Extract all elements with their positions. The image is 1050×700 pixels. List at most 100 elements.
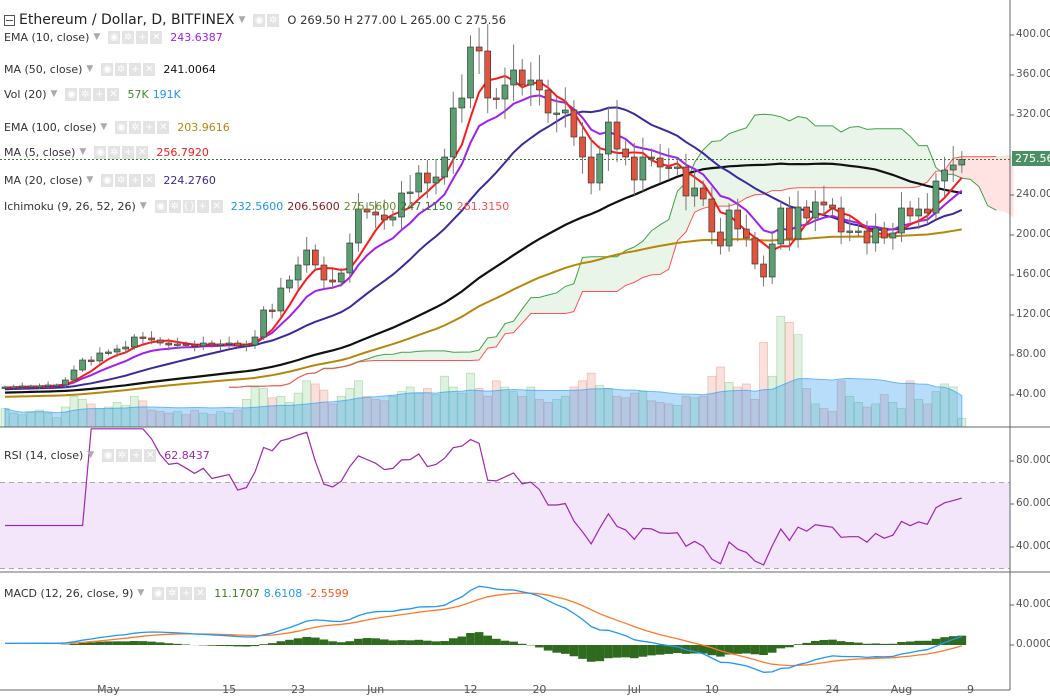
symbol-title[interactable]: Ethereum / Dollar, D, BITFINEX	[19, 12, 235, 28]
close-icon[interactable]: ✕	[194, 586, 207, 600]
indicator-name[interactable]: MA (50, close)	[4, 62, 83, 76]
chevron-down-icon[interactable]: ▼	[238, 15, 246, 25]
indicator-name[interactable]: EMA (100, close)	[4, 120, 97, 134]
plus-icon[interactable]: +	[129, 62, 142, 76]
chevron-down-icon[interactable]: ▼	[79, 147, 87, 157]
plus-icon[interactable]: +	[196, 199, 209, 213]
cloud-segment	[677, 182, 686, 241]
gear-icon[interactable]: ✲	[166, 586, 179, 600]
candle-body	[579, 136, 586, 158]
eye-icon[interactable]: ◉	[253, 13, 266, 27]
plus-icon[interactable]: +	[93, 87, 106, 101]
candle-body	[561, 109, 569, 114]
eye-icon[interactable]: ◉	[154, 199, 167, 213]
macd-histogram-bar	[793, 644, 803, 645]
eye-icon[interactable]: ◉	[101, 62, 114, 76]
candle-body	[949, 164, 957, 171]
gear-icon[interactable]: ✲	[115, 62, 128, 76]
gear-icon[interactable]: ✲	[79, 87, 92, 101]
y-axis-label: 40.00	[1016, 388, 1047, 400]
candle-body	[398, 192, 405, 218]
indicator-name[interactable]: Vol (20)	[4, 87, 47, 101]
cloud-segment	[625, 246, 635, 286]
eye-icon[interactable]: ◉	[152, 586, 165, 600]
candle-body	[751, 237, 759, 265]
ma-5-line	[4, 74, 963, 389]
plus-icon[interactable]: +	[129, 173, 142, 187]
plus-icon[interactable]: +	[130, 448, 143, 462]
close-icon[interactable]: ✕	[136, 145, 149, 159]
candle-body	[820, 201, 828, 206]
close-icon[interactable]: ✕	[143, 173, 156, 187]
gear-icon[interactable]: ✲	[116, 448, 129, 462]
indicator-value: 275.5600	[343, 199, 397, 213]
eye-icon[interactable]: ◉	[65, 87, 78, 101]
chevron-down-icon[interactable]: ▼	[93, 32, 101, 42]
braces-icon[interactable]: {}	[182, 199, 196, 213]
macd-histogram-bar	[664, 645, 674, 654]
cloud-segment	[996, 155, 1005, 212]
indicator-name[interactable]: MA (20, close)	[4, 173, 83, 187]
current-price-tag: 275.56	[1012, 151, 1050, 166]
plus-icon[interactable]: +	[180, 586, 193, 600]
close-icon[interactable]: ✕	[143, 62, 156, 76]
macd-histogram-bar	[440, 641, 449, 645]
candle-body	[105, 351, 112, 354]
eye-icon[interactable]: ◉	[115, 120, 128, 134]
eye-icon[interactable]: ◉	[108, 30, 121, 44]
eye-icon[interactable]: ◉	[94, 145, 107, 159]
cloud-segment	[436, 350, 445, 361]
chevron-down-icon[interactable]: ▼	[100, 122, 108, 132]
y-axis-label: 360.00	[1016, 68, 1050, 80]
gear-icon[interactable]: ✲	[108, 145, 121, 159]
indicator-value: 261.3150	[456, 199, 510, 213]
cloud-segment	[875, 128, 885, 188]
collapse-icon[interactable]	[4, 14, 15, 26]
close-icon[interactable]: ✕	[107, 87, 120, 101]
indicator-name[interactable]: MA (5, close)	[4, 145, 76, 159]
indicator-name[interactable]: Ichimoku (9, 26, 52, 26)	[4, 199, 136, 213]
candle-body	[225, 342, 233, 345]
chevron-down-icon[interactable]: ▼	[137, 588, 145, 598]
x-axis-label: 23	[291, 683, 306, 696]
y-axis-label: 320.00	[1016, 108, 1050, 120]
gear-icon[interactable]: ✲	[115, 173, 128, 187]
indicator-name[interactable]: MACD (12, 26, close, 9)	[4, 586, 134, 600]
plus-icon[interactable]: +	[136, 30, 149, 44]
candle-body	[277, 287, 285, 312]
cloud-segment	[634, 241, 643, 283]
close-icon[interactable]: ✕	[157, 120, 170, 134]
cloud-segment	[746, 115, 755, 199]
eye-icon[interactable]: ◉	[102, 448, 115, 462]
ma-20-line	[4, 106, 963, 391]
indicator-name[interactable]: RSI (14, close)	[4, 448, 84, 462]
cloud-segment	[530, 297, 540, 314]
gear-icon[interactable]: ✲	[122, 30, 135, 44]
close-icon[interactable]: ✕	[210, 199, 223, 213]
chevron-down-icon[interactable]: ▼	[139, 201, 147, 211]
macd-histogram-bar	[879, 643, 889, 645]
candle-body	[372, 211, 379, 216]
y-axis-label: 0.0000	[1016, 638, 1050, 650]
y-axis-label: 60.0000	[1016, 497, 1050, 509]
eye-icon[interactable]: ◉	[101, 173, 114, 187]
close-icon[interactable]: ✕	[144, 448, 157, 462]
chevron-down-icon[interactable]: ▼	[86, 175, 94, 185]
gear-icon[interactable]: ✲	[129, 120, 142, 134]
indicator-name[interactable]: EMA (10, close)	[4, 30, 90, 44]
plus-icon[interactable]: +	[122, 145, 135, 159]
gear-icon[interactable]: ✲	[267, 13, 280, 27]
close-icon[interactable]: ✕	[150, 30, 163, 44]
chevron-down-icon[interactable]: ▼	[86, 64, 94, 74]
cloud-segment	[539, 295, 549, 314]
chevron-down-icon[interactable]: ▼	[87, 450, 95, 460]
chevron-down-icon[interactable]: ▼	[50, 89, 58, 99]
plus-icon[interactable]: +	[143, 120, 156, 134]
macd-histogram-bar	[319, 639, 329, 645]
macd-histogram-bar	[138, 641, 148, 645]
macd-histogram-bar	[242, 645, 251, 647]
macd-histogram-bar	[483, 635, 493, 645]
gear-icon[interactable]: ✲	[168, 199, 181, 213]
macd-histogram-bar	[836, 641, 846, 645]
